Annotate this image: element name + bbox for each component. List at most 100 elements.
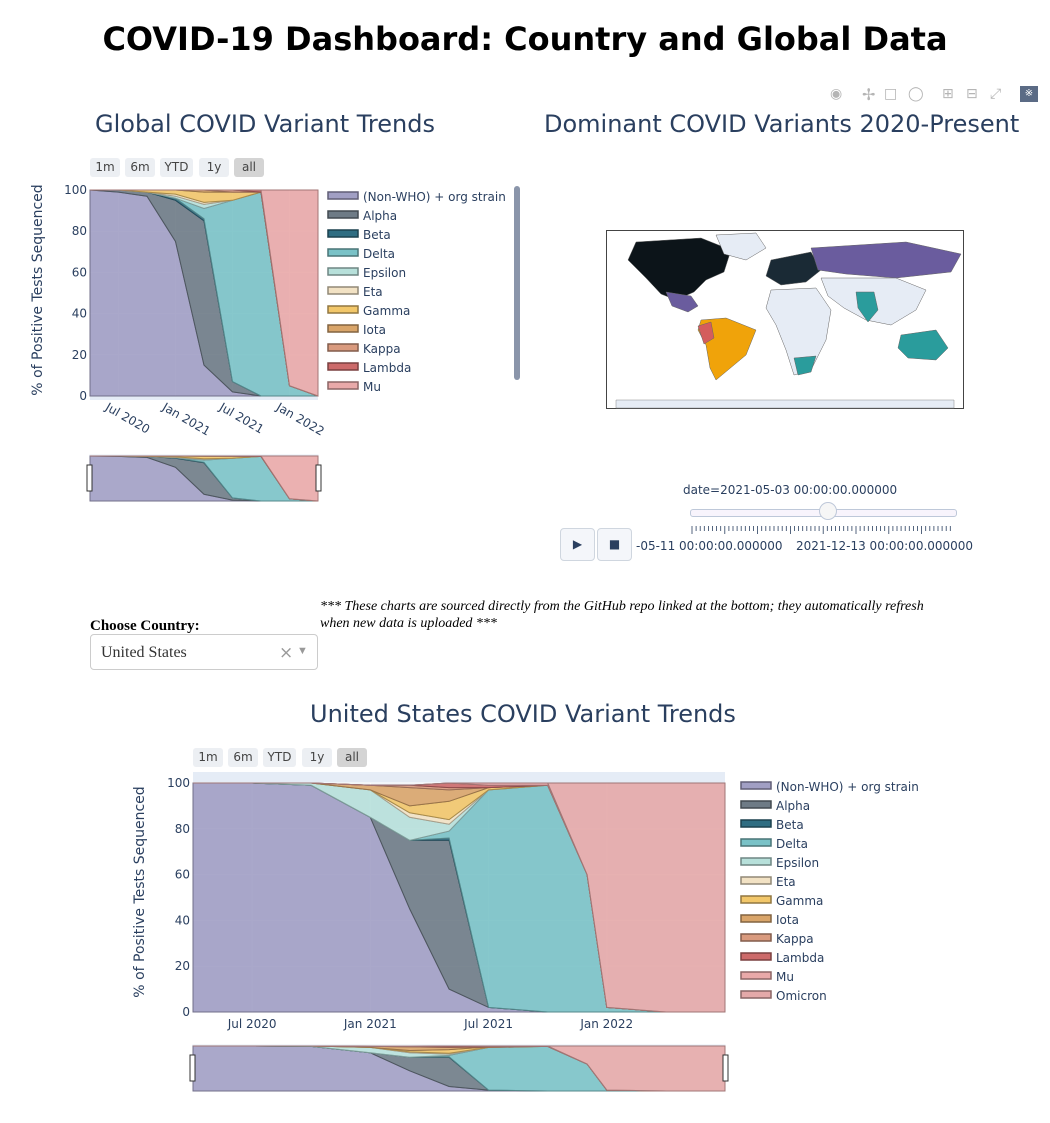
- slider-tick-label-right: 2021-12-13 00:00:00.000000: [796, 539, 974, 553]
- country-dropdown[interactable]: United States × ▼: [90, 634, 318, 670]
- us-range-button-all[interactable]: all: [337, 748, 367, 767]
- world-choropleth-map[interactable]: [606, 230, 964, 410]
- legend-item-label[interactable]: (Non-WHO) + org strain: [363, 190, 506, 204]
- range-slider-right-handle[interactable]: [315, 464, 322, 492]
- area-series-10[interactable]: [90, 189, 319, 397]
- clear-icon[interactable]: ×: [279, 643, 294, 663]
- play-button[interactable]: ▶: [560, 528, 595, 561]
- legend-item-label[interactable]: Beta: [363, 228, 391, 242]
- legend-item-label[interactable]: Alpha: [363, 209, 397, 223]
- global-y-axis-label: % of Positive Tests Sequenced: [30, 184, 46, 395]
- us-range-slider-left-handle[interactable]: [189, 1054, 196, 1082]
- legend-swatch[interactable]: [327, 191, 359, 200]
- legend-swatch[interactable]: [740, 971, 772, 980]
- y-tick-label: 0: [182, 1005, 190, 1019]
- legend-item-label[interactable]: Mu: [363, 380, 381, 394]
- range-button-1y[interactable]: 1y: [199, 158, 229, 177]
- autoscale-icon[interactable]: ⤢: [990, 86, 1002, 102]
- chevron-down-icon[interactable]: ▼: [297, 645, 308, 657]
- legend-swatch[interactable]: [327, 381, 359, 390]
- range-button-1m[interactable]: 1m: [90, 158, 120, 177]
- us-range-button-1y[interactable]: 1y: [302, 748, 332, 767]
- global-area-series: [89, 189, 319, 397]
- legend-swatch[interactable]: [327, 248, 359, 257]
- range-button-6m[interactable]: 6m: [125, 158, 155, 177]
- legend-item-label[interactable]: Delta: [776, 837, 808, 851]
- legend-item-label[interactable]: Lambda: [776, 951, 824, 965]
- legend-swatch[interactable]: [740, 990, 772, 999]
- legend-item-label[interactable]: Mu: [776, 970, 794, 984]
- legend-swatch[interactable]: [327, 324, 359, 333]
- date-slider-handle[interactable]: [818, 502, 837, 520]
- area-series-11[interactable]: [193, 782, 726, 1013]
- map-region-peru[interactable]: [697, 321, 715, 345]
- legend-item-label[interactable]: Epsilon: [363, 266, 406, 280]
- global-chart-title: Global COVID Variant Trends: [95, 110, 435, 138]
- legend-item-label[interactable]: Beta: [776, 818, 804, 832]
- us-area-series: [192, 782, 726, 1013]
- plotly-logo-icon[interactable]: ※: [1020, 86, 1038, 102]
- legend-swatch[interactable]: [740, 952, 772, 961]
- map-region-russia[interactable]: [810, 241, 962, 279]
- legend-item-label[interactable]: Epsilon: [776, 856, 819, 870]
- range-button-ytd[interactable]: YTD: [160, 158, 193, 177]
- legend-swatch[interactable]: [740, 838, 772, 847]
- map-region-mexico[interactable]: [665, 291, 699, 313]
- legend-item-label[interactable]: Delta: [363, 247, 395, 261]
- zoom-in-icon[interactable]: ⊞: [942, 86, 954, 102]
- zoom-out-icon[interactable]: ⊟: [966, 86, 978, 102]
- legend-item-label[interactable]: Iota: [776, 913, 799, 927]
- legend-item-label[interactable]: Lambda: [363, 361, 411, 375]
- legend-swatch[interactable]: [740, 914, 772, 923]
- data-source-note: *** These charts are sourced directly fr…: [320, 599, 924, 631]
- slider-tick-label-left: -05-11 00:00:00.000000: [636, 539, 783, 553]
- global-area-chart[interactable]: 100 80 60 40 20 0 Jul 2020 Jan 2021 Jul 2021 Jan…: [0, 175, 530, 515]
- legend-swatch[interactable]: [740, 819, 772, 828]
- play-icon: ▶: [572, 537, 583, 551]
- legend-item-label[interactable]: Alpha: [776, 799, 810, 813]
- legend-item-label[interactable]: Eta: [363, 285, 383, 299]
- legend-swatch[interactable]: [327, 305, 359, 314]
- legend-item-label[interactable]: Gamma: [776, 894, 823, 908]
- pan-icon[interactable]: ✢: [862, 85, 876, 104]
- legend-swatch[interactable]: [327, 229, 359, 238]
- map-region-australia[interactable]: [897, 329, 949, 361]
- us-range-slider-right-handle[interactable]: [722, 1054, 729, 1082]
- legend-item-label[interactable]: Iota: [363, 323, 386, 337]
- legend-item-label[interactable]: (Non-WHO) + org strain: [776, 780, 919, 794]
- map-region-south-africa[interactable]: [793, 355, 817, 376]
- legend-swatch[interactable]: [327, 267, 359, 276]
- map-region-greenland[interactable]: [715, 232, 767, 261]
- us-range-button-6m[interactable]: 6m: [228, 748, 258, 767]
- legend-swatch[interactable]: [740, 876, 772, 885]
- box-select-icon[interactable]: □: [884, 86, 898, 102]
- us-range-button-ytd[interactable]: YTD: [263, 748, 296, 767]
- us-area-chart[interactable]: 100 80 60 40 20 0 Jul 2020 Jan 2021 Jul 2021 Jan…: [0, 765, 1050, 1105]
- us-y-axis-label: % of Positive Tests Sequenced: [132, 786, 148, 997]
- legend-swatch[interactable]: [740, 857, 772, 866]
- legend-swatch[interactable]: [740, 895, 772, 904]
- legend-swatch[interactable]: [327, 343, 359, 352]
- us-range-button-1m[interactable]: 1m: [193, 748, 223, 767]
- legend-swatch[interactable]: [327, 286, 359, 295]
- map-region-india[interactable]: [855, 291, 879, 323]
- legend-swatch[interactable]: [327, 210, 359, 219]
- legend-item-label[interactable]: Kappa: [776, 932, 814, 946]
- lasso-icon[interactable]: ◯: [908, 86, 924, 102]
- legend-swatch[interactable]: [740, 781, 772, 790]
- legend-swatch[interactable]: [327, 362, 359, 371]
- legend-swatch[interactable]: [740, 800, 772, 809]
- legend-item-label[interactable]: Gamma: [363, 304, 410, 318]
- stop-button[interactable]: ■: [597, 528, 632, 561]
- us-x-ticks: Jul 2020 Jan 2021 Jul 2021 Jan 2022: [227, 1017, 634, 1031]
- range-slider-left-handle[interactable]: [86, 464, 93, 492]
- legend-scrollbar[interactable]: [514, 186, 520, 380]
- range-button-all[interactable]: all: [234, 158, 264, 177]
- legend-item-label[interactable]: Eta: [776, 875, 796, 889]
- x-tick-label: Jul 2020: [227, 1017, 277, 1031]
- legend-swatch[interactable]: [740, 933, 772, 942]
- map-region-europe[interactable]: [765, 251, 822, 286]
- camera-icon[interactable]: ◉: [830, 86, 843, 102]
- legend-item-label[interactable]: Omicron: [776, 989, 827, 1003]
- legend-item-label[interactable]: Kappa: [363, 342, 401, 356]
